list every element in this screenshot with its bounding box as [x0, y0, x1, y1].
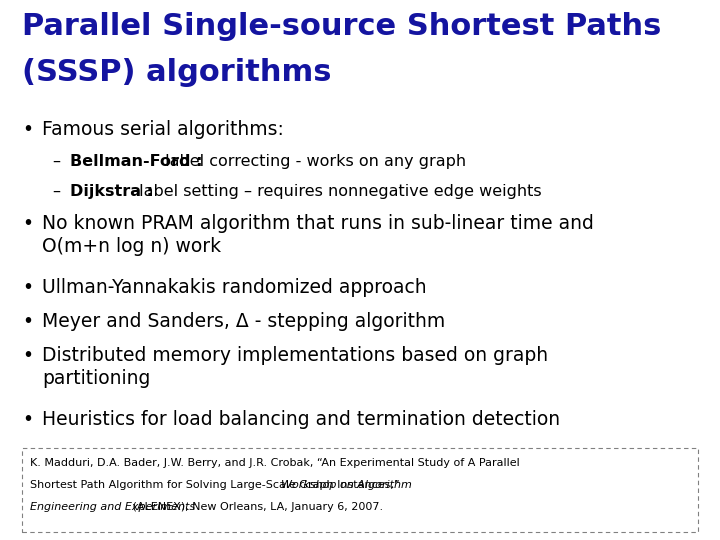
Text: Meyer and Sanders, Δ - stepping algorithm: Meyer and Sanders, Δ - stepping algorith…: [42, 312, 445, 331]
Text: K. Madduri, D.A. Bader, J.W. Berry, and J.R. Crobak, “An Experimental Study of A: K. Madduri, D.A. Bader, J.W. Berry, and …: [30, 458, 520, 468]
Text: •: •: [22, 278, 33, 297]
Text: Bellman-Ford :: Bellman-Ford :: [70, 154, 202, 169]
Text: Ullman-Yannakakis randomized approach: Ullman-Yannakakis randomized approach: [42, 278, 427, 297]
Text: (ALENEX), New Orleans, LA, January 6, 2007.: (ALENEX), New Orleans, LA, January 6, 20…: [130, 502, 384, 512]
Text: •: •: [22, 410, 33, 429]
Text: Famous serial algorithms:: Famous serial algorithms:: [42, 120, 284, 139]
Text: Distributed memory implementations based on graph
partitioning: Distributed memory implementations based…: [42, 346, 548, 388]
Text: Heuristics for load balancing and termination detection: Heuristics for load balancing and termin…: [42, 410, 560, 429]
Text: •: •: [22, 214, 33, 233]
Text: Shortest Path Algorithm for Solving Large-Scale Graph Instances,”: Shortest Path Algorithm for Solving Larg…: [30, 480, 403, 490]
Text: Workshop on Algorithm: Workshop on Algorithm: [281, 480, 412, 490]
Text: •: •: [22, 346, 33, 365]
Text: Parallel Single-source Shortest Paths: Parallel Single-source Shortest Paths: [22, 12, 662, 41]
Text: (SSSP) algorithms: (SSSP) algorithms: [22, 58, 331, 87]
Text: label correcting - works on any graph: label correcting - works on any graph: [160, 154, 467, 169]
Text: Dijkstra :: Dijkstra :: [70, 184, 153, 199]
Text: label setting – requires nonnegative edge weights: label setting – requires nonnegative edg…: [135, 184, 542, 199]
Text: –: –: [52, 154, 60, 169]
FancyBboxPatch shape: [22, 448, 698, 532]
Text: •: •: [22, 120, 33, 139]
Text: Engineering and Experiments: Engineering and Experiments: [30, 502, 195, 512]
Text: –: –: [52, 184, 60, 199]
Text: No known PRAM algorithm that runs in sub-linear time and
O(m+n log n) work: No known PRAM algorithm that runs in sub…: [42, 214, 594, 256]
Text: •: •: [22, 312, 33, 331]
